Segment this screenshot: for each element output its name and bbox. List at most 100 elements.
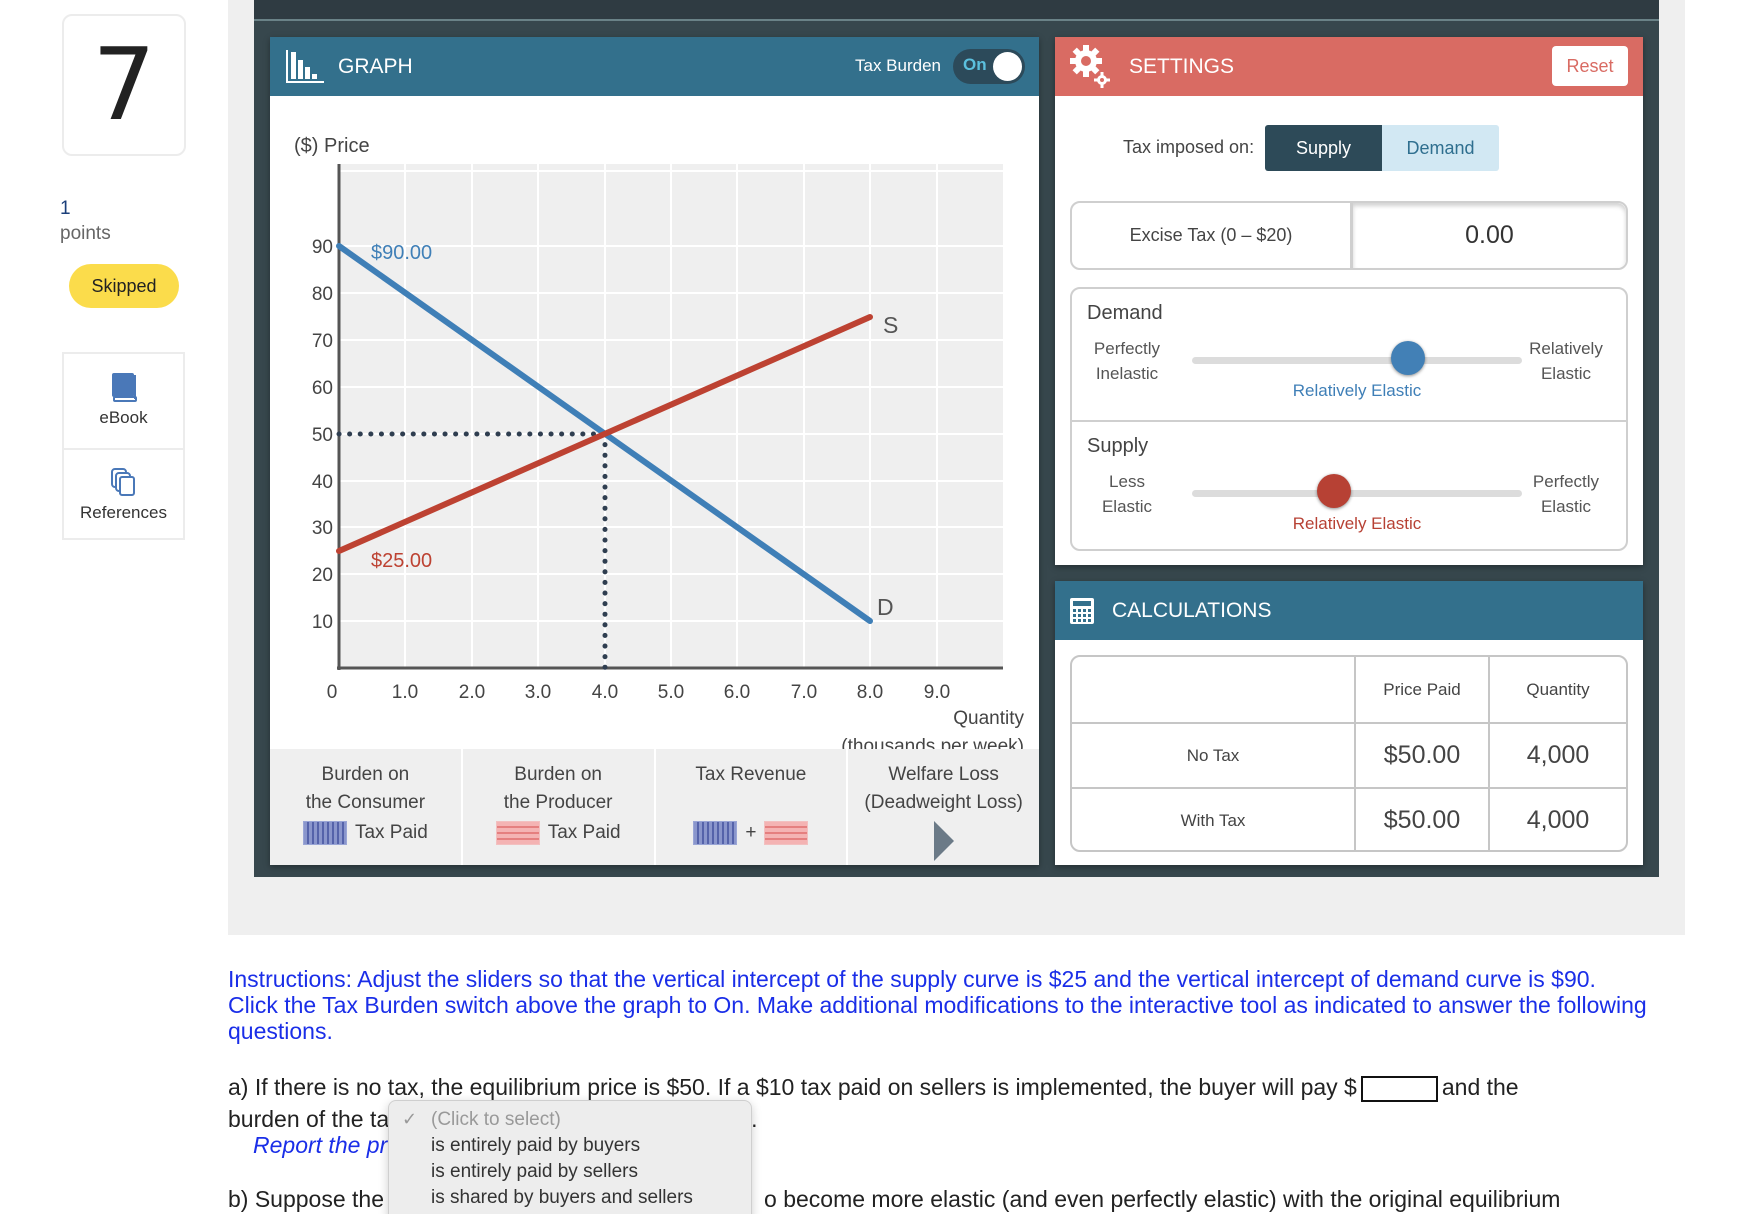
- y-tick-labels: 10 20 30 40 50 60 70 80 90: [312, 237, 333, 633]
- ebook-button[interactable]: eBook: [64, 354, 183, 446]
- legend-producer-burden: Burden on the Producer Tax Paid: [463, 749, 656, 865]
- revenue-consumer-swatch: [693, 821, 738, 845]
- demand-left-label: Perfectly Inelastic: [1093, 339, 1161, 383]
- reset-button[interactable]: Reset: [1552, 46, 1628, 86]
- supply-slider-title: Supply: [1087, 435, 1149, 457]
- question-number-card: 7: [62, 14, 186, 156]
- dropdown-option[interactable]: is entirely paid by sellers: [431, 1161, 638, 1182]
- excise-tax-label: Excise Tax (0 – $20): [1129, 225, 1293, 245]
- legend-consumer-burden: Burden on the Consumer Tax Paid: [270, 749, 463, 865]
- table-row: With Tax $50.00 4,000: [1072, 787, 1626, 850]
- settings-header: SETTINGS Reset: [1055, 37, 1643, 96]
- buyer-price-input[interactable]: [1360, 1075, 1438, 1102]
- demand-curve-label: D: [877, 594, 894, 620]
- tax-burden-toggle[interactable]: On: [953, 49, 1025, 84]
- supply-elasticity-value: Relatively Elastic: [1292, 514, 1422, 533]
- tax-on-supply-button[interactable]: Supply: [1265, 125, 1382, 171]
- demand-slider-track[interactable]: [1192, 357, 1522, 364]
- demand-slider-handle[interactable]: [1391, 341, 1425, 375]
- demand-intercept-label: $90.00: [371, 242, 432, 264]
- question-part-a: a) If there is no tax, the equilibrium p…: [228, 1074, 1519, 1132]
- ebook-label: eBook: [99, 408, 148, 427]
- svg-text:9.0: 9.0: [924, 682, 950, 703]
- quantity-value: 4,000: [1526, 806, 1590, 834]
- question-tools: eBook References: [62, 352, 185, 540]
- svg-text:2.0: 2.0: [459, 682, 485, 703]
- tax-imposed-label: Tax imposed on:: [1123, 137, 1255, 157]
- points-value: 1: [60, 198, 71, 219]
- svg-text:5.0: 5.0: [658, 682, 684, 703]
- revenue-producer-swatch: [764, 821, 809, 845]
- excise-tax-input[interactable]: 0.00: [1350, 203, 1626, 268]
- demand-slider-title: Demand: [1087, 302, 1163, 324]
- producer-tax-swatch: [495, 821, 540, 845]
- demand-right-label: Relatively Elastic: [1529, 339, 1603, 383]
- y-axis-label: ($) Price: [294, 135, 370, 157]
- supply-slider-track[interactable]: [1192, 490, 1522, 497]
- status-badge: Skipped: [69, 264, 179, 308]
- svg-text:8.0: 8.0: [857, 682, 883, 703]
- check-icon: ✓: [402, 1109, 418, 1129]
- svg-text:1.0: 1.0: [392, 682, 418, 703]
- bar-chart-icon: [286, 49, 324, 83]
- tax-burden-legend: Burden on the Consumer Tax Paid Burden o…: [270, 749, 1039, 865]
- supply-intercept-label: $25.00: [371, 550, 432, 572]
- grid-lines: [339, 164, 1003, 668]
- book-icon: [111, 373, 137, 402]
- calculations-table: Price Paid Quantity No Tax $50.00 4,000 …: [1070, 655, 1628, 852]
- svg-text:90: 90: [312, 237, 333, 258]
- references-label: References: [80, 503, 167, 522]
- svg-text:40: 40: [312, 472, 333, 493]
- tax-on-demand-button[interactable]: Demand: [1382, 125, 1499, 171]
- svg-text:20: 20: [312, 565, 333, 586]
- supply-slider-handle[interactable]: [1317, 474, 1351, 508]
- dropdown-option[interactable]: is entirely paid by buyers: [431, 1135, 641, 1156]
- calculations-title: CALCULATIONS: [1112, 598, 1272, 622]
- svg-text:50: 50: [312, 425, 333, 446]
- question-number: 7: [92, 26, 156, 143]
- svg-text:6.0: 6.0: [724, 682, 750, 703]
- x-tick-labels: 0 1.0 2.0 3.0 4.0 5.0 6.0 7.0 8.0 9.0: [327, 682, 951, 703]
- supply-demand-chart[interactable]: ($) Price 10 20 30 40 50 60 70 80 90: [270, 96, 1039, 749]
- consumer-tax-swatch: [302, 821, 347, 845]
- tax-burden-dropdown-menu[interactable]: ✓ (Click to select) is entirely paid by b…: [388, 1100, 752, 1214]
- copies-icon: [110, 468, 135, 496]
- svg-text:4.0: 4.0: [592, 682, 618, 703]
- supply-right-label: Perfectly Elastic: [1532, 472, 1600, 516]
- play-triangle-icon: [933, 821, 954, 861]
- references-button[interactable]: References: [64, 448, 183, 540]
- svg-text:0: 0: [327, 682, 338, 703]
- toggle-knob: [993, 52, 1022, 81]
- report-hint: Report the pr: [253, 1132, 388, 1158]
- svg-text:80: 80: [312, 284, 333, 305]
- settings-title: SETTINGS: [1129, 54, 1235, 78]
- price-paid-value: $50.00: [1356, 724, 1490, 787]
- quantity-value: 4,000: [1526, 741, 1590, 769]
- tax-burden-label: Tax Burden: [855, 56, 941, 75]
- graph-panel: GRAPH Tax Burden On ($) Price 10 20: [270, 37, 1039, 865]
- dropdown-option[interactable]: is shared by buyers and sellers: [431, 1187, 693, 1208]
- instructions-text: Instructions: Adjust the sliders so that…: [228, 966, 1647, 1044]
- elasticity-sliders: Demand Perfectly Inelastic Relatively Elas…: [1070, 287, 1628, 551]
- svg-text:7.0: 7.0: [791, 682, 817, 703]
- supply-left-label: Less Elastic: [1101, 472, 1153, 516]
- calculations-header: CALCULATIONS: [1055, 581, 1643, 640]
- dropdown-option[interactable]: ✓ (Click to select): [402, 1109, 561, 1130]
- table-header-row: Price Paid Quantity: [1072, 657, 1626, 722]
- gears-icon: [1070, 44, 1110, 88]
- x-axis-label-line1: Quantity: [953, 708, 1024, 729]
- legend-tax-revenue: Tax Revenue +: [656, 749, 849, 865]
- excise-tax-field: Excise Tax (0 – $20) 0.00: [1070, 201, 1628, 270]
- svg-text:10: 10: [312, 612, 333, 633]
- table-row: No Tax $50.00 4,000: [1072, 722, 1626, 787]
- graph-header: GRAPH Tax Burden On: [270, 37, 1039, 96]
- supply-curve-label: S: [883, 312, 898, 338]
- demand-elasticity-section: Demand Perfectly Inelastic Relatively Elas…: [1072, 289, 1626, 420]
- svg-text:60: 60: [312, 378, 333, 399]
- supply-curve[interactable]: [336, 314, 873, 554]
- row-label: No Tax: [1072, 724, 1356, 787]
- toggle-state: On: [963, 55, 987, 74]
- supply-elasticity-section: Supply Less Elastic Perfectly Elastic Rela…: [1072, 420, 1626, 551]
- calculations-panel: CALCULATIONS Price Paid Quantity No Tax …: [1055, 581, 1643, 865]
- svg-text:3.0: 3.0: [525, 682, 551, 703]
